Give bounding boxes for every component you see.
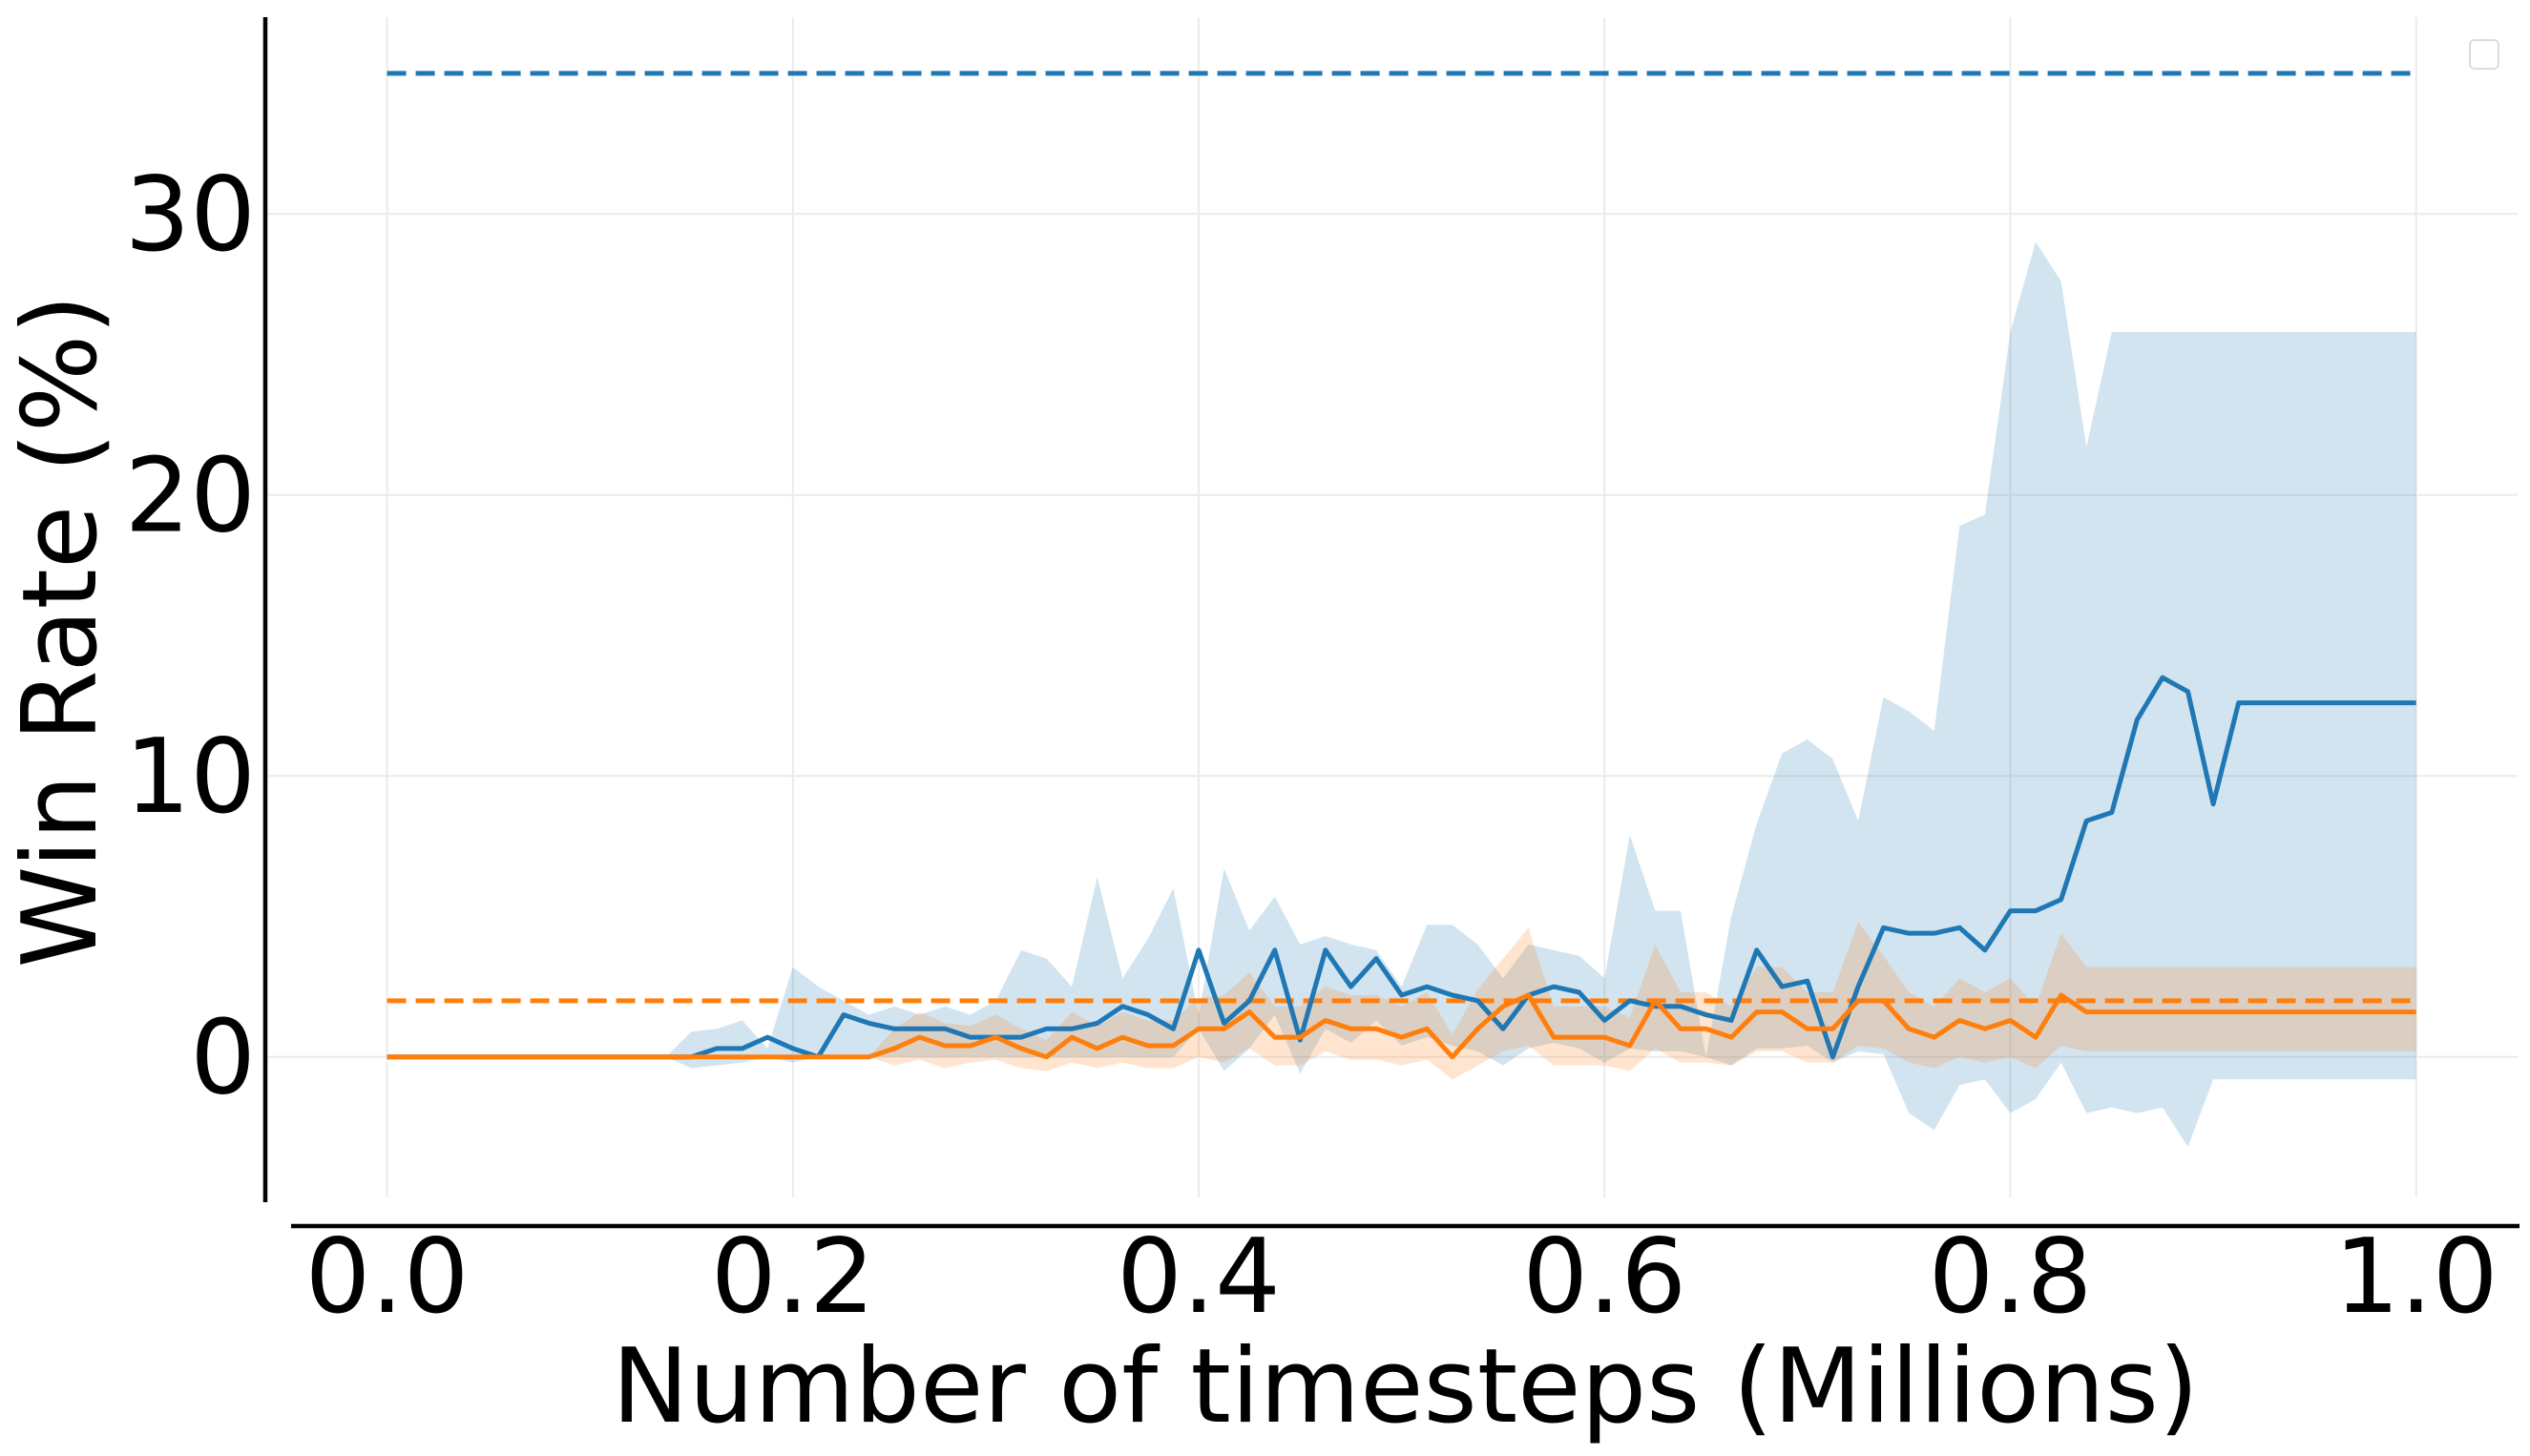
x-tick-labels: 0.0 0.2 0.4 0.6 0.8 1.0: [305, 1217, 2499, 1337]
x-tick-label: 0.4: [1117, 1217, 1281, 1337]
series-lines: [387, 675, 2416, 1060]
reference-lines: [387, 71, 2416, 1004]
legend-box: [2469, 39, 2499, 70]
x-tick-label: 1.0: [2334, 1217, 2499, 1337]
confidence-bands: [387, 241, 2416, 1147]
y-tick-label: 20: [125, 437, 256, 556]
x-axis-label: Number of timesteps (Millions): [612, 1327, 2199, 1446]
y-axis-label: Win Rate (%): [1, 294, 120, 967]
series-0-confidence-band: [387, 241, 2416, 1147]
series-1-line: [387, 992, 2416, 1060]
series-0-line: [387, 675, 2416, 1060]
y-tick-labels: 0 10 20 30: [125, 156, 256, 1118]
y-tick-label: 0: [190, 999, 256, 1118]
x-tick-label: 0.6: [1522, 1217, 1686, 1337]
x-tick-label: 0.2: [711, 1217, 875, 1337]
y-tick-label: 30: [125, 156, 256, 275]
y-tick-label: 10: [125, 718, 256, 837]
series-1-confidence-band: [387, 922, 2416, 1080]
x-tick-label: 0.0: [305, 1217, 470, 1337]
x-tick-label: 0.8: [1929, 1217, 2093, 1337]
